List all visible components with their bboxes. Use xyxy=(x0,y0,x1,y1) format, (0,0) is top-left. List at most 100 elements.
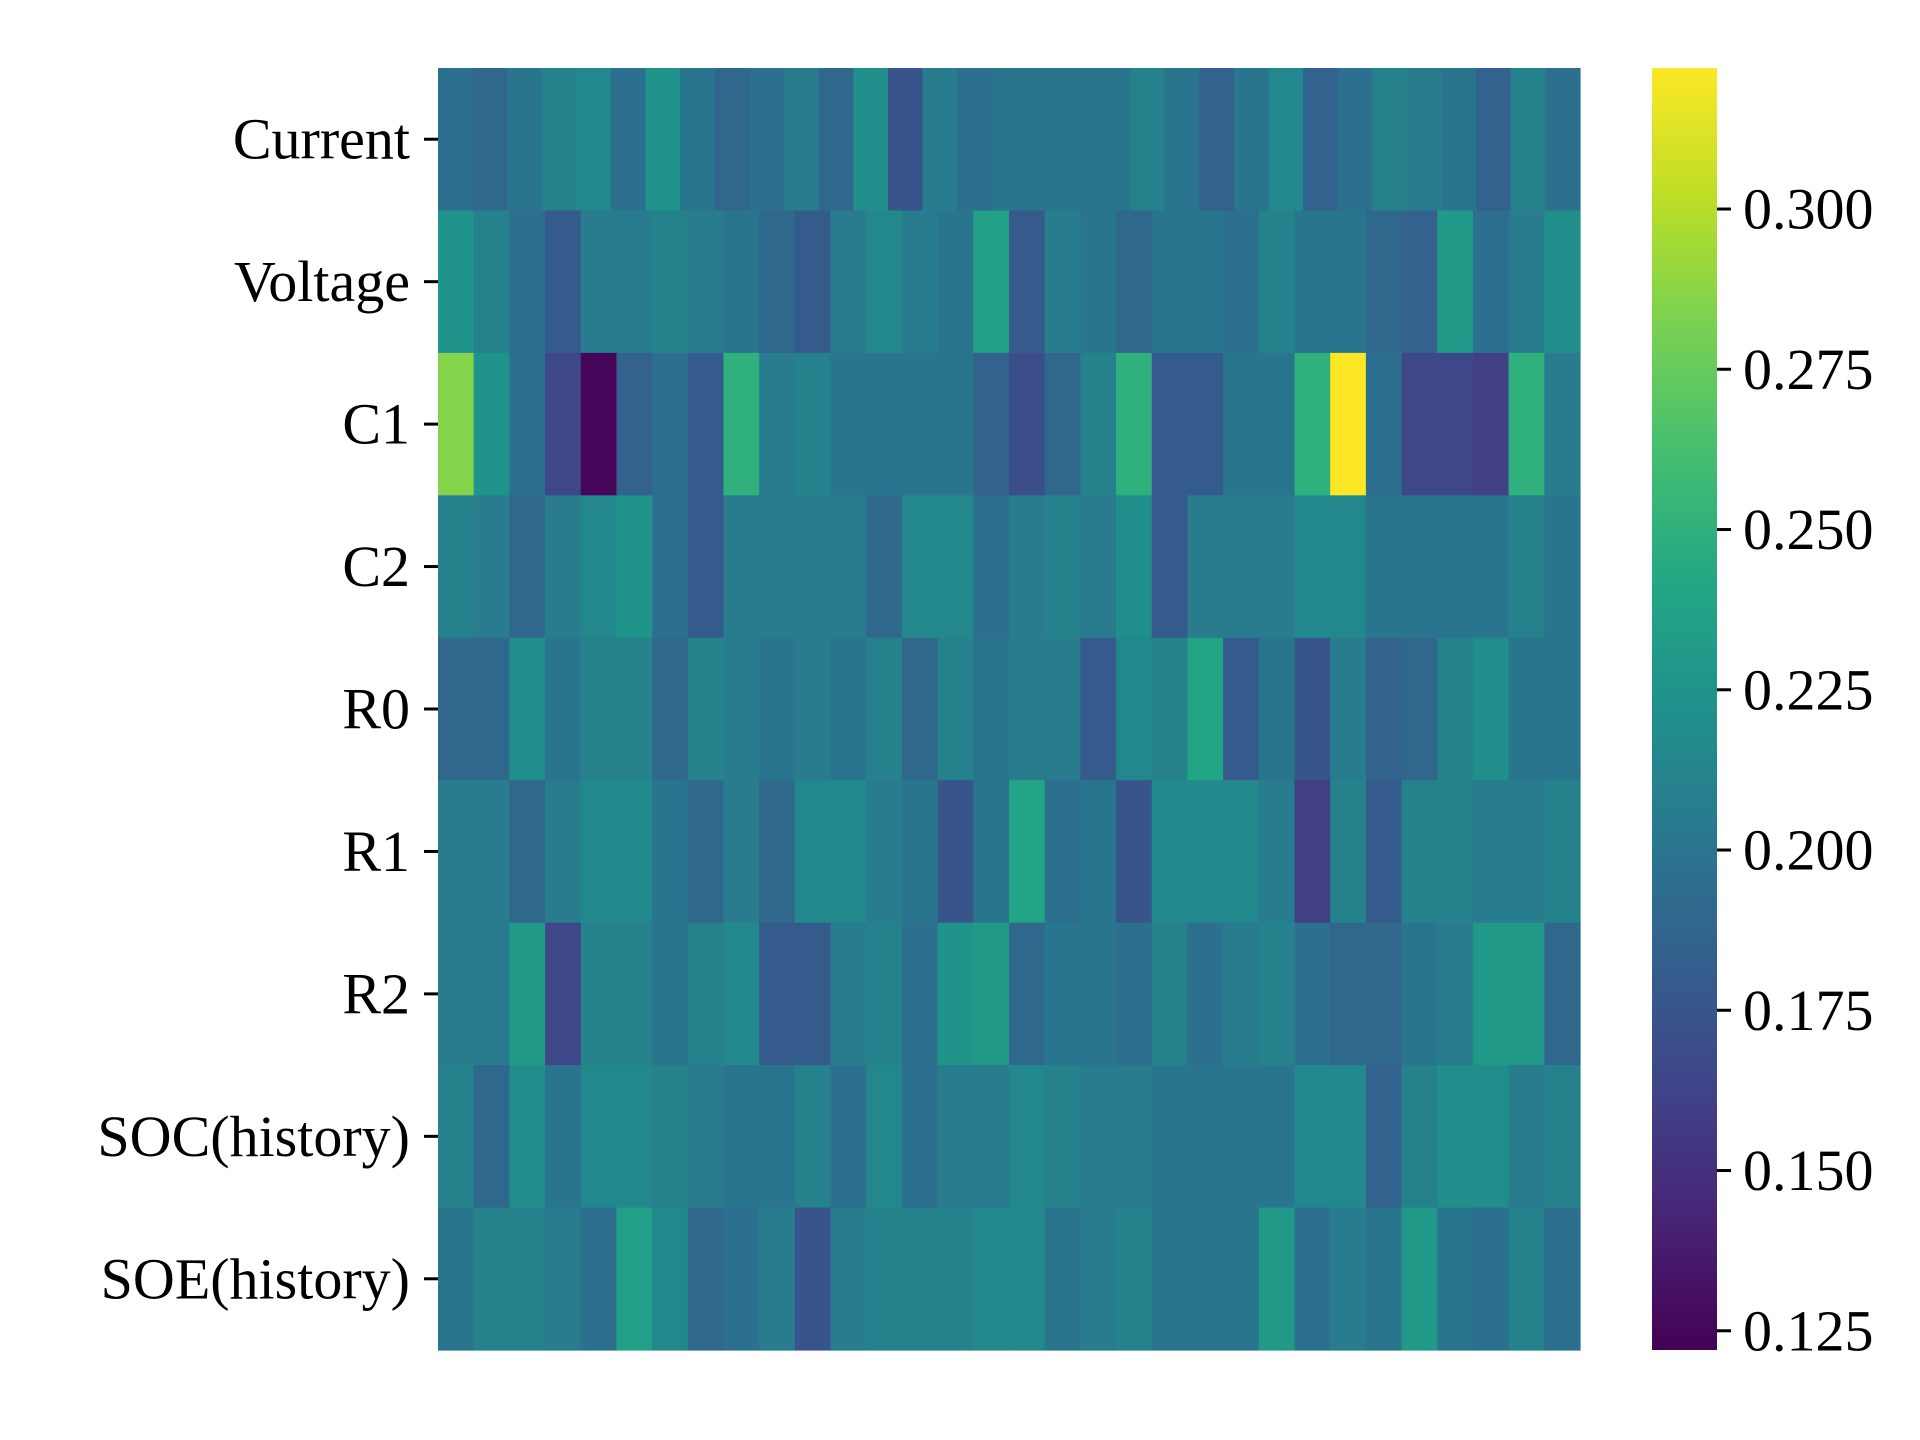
heatmap-cell xyxy=(687,780,725,924)
heatmap-cell xyxy=(687,1207,725,1351)
heatmap-cell xyxy=(759,1065,796,1209)
heatmap-cell xyxy=(1294,1207,1331,1351)
colorbar-tick-label: 0.150 xyxy=(1743,1138,1874,1203)
y-tick-label: R2 xyxy=(342,961,410,1026)
heatmap-cell xyxy=(616,210,653,354)
heatmap-cell xyxy=(1009,1065,1046,1209)
heatmap-cell xyxy=(830,922,867,1066)
heatmap-cell xyxy=(1258,210,1296,354)
heatmap-cell xyxy=(1401,1207,1438,1351)
heatmap-cell xyxy=(1330,922,1367,1066)
heatmap-cell xyxy=(438,1065,475,1209)
heatmap-cell xyxy=(687,495,725,639)
heatmap-cell xyxy=(1258,495,1296,639)
heatmap-cell xyxy=(1116,922,1153,1066)
colorbar-tick-label: 0.275 xyxy=(1743,337,1874,402)
heatmap-cell xyxy=(1401,352,1438,496)
heatmap-cell xyxy=(680,68,716,212)
heatmap-cell xyxy=(1233,68,1270,212)
heatmap-cell xyxy=(1437,210,1474,354)
heatmap-cell xyxy=(580,922,618,1066)
heatmap-cell xyxy=(830,780,867,924)
heatmap-cell xyxy=(901,210,939,354)
heatmap-cell xyxy=(759,922,796,1066)
heatmap-cell xyxy=(973,637,1010,781)
heatmap-cell xyxy=(1365,352,1403,496)
heatmap-cell xyxy=(759,1207,796,1351)
heatmap-cell xyxy=(723,495,760,639)
heatmap-cell xyxy=(794,1065,832,1209)
heatmap-cell xyxy=(473,210,510,354)
heatmap-cell xyxy=(1294,780,1331,924)
heatmap-cell xyxy=(723,1065,760,1209)
heatmap-cell xyxy=(1044,352,1081,496)
heatmap-cell xyxy=(1365,1207,1403,1351)
heatmap-cell xyxy=(545,1207,582,1351)
heatmap-cell xyxy=(1365,1065,1403,1209)
heatmap-cell xyxy=(1151,922,1189,1066)
heatmap-cell xyxy=(580,1065,618,1209)
heatmap-cell xyxy=(1223,780,1260,924)
heatmap-cell xyxy=(611,68,647,212)
colorbar-tick-label: 0.225 xyxy=(1743,657,1874,722)
heatmap-cell xyxy=(652,352,689,496)
heatmap-cell xyxy=(1223,495,1260,639)
heatmap-cell xyxy=(1044,495,1081,639)
heatmap-cell xyxy=(652,922,689,1066)
heatmap-cell xyxy=(687,352,725,496)
heatmap-cell xyxy=(991,68,1027,212)
heatmap-cell xyxy=(1330,210,1367,354)
heatmap-cell xyxy=(1080,1207,1117,1351)
heatmap-cell xyxy=(1187,1207,1224,1351)
colorbar-ticks: 0.300 0.275 0.250 0.225 0.200 0.175 0.150 0.125 xyxy=(1717,177,1874,1363)
heatmap-cell xyxy=(901,352,939,496)
colorbar-tick-label: 0.250 xyxy=(1743,497,1874,562)
heatmap-cell xyxy=(1476,68,1512,212)
heatmap-cell xyxy=(830,210,867,354)
heatmap-cell xyxy=(1508,780,1545,924)
heatmap-cell xyxy=(509,495,546,639)
heatmap-cell xyxy=(1258,922,1296,1066)
heatmap-cell xyxy=(1544,1207,1581,1351)
heatmap-cell xyxy=(545,210,582,354)
heatmap-cell xyxy=(901,1065,939,1209)
heatmap-cell xyxy=(759,495,796,639)
heatmap-cell xyxy=(1187,780,1224,924)
heatmap-cell xyxy=(1151,352,1189,496)
heatmap-cell xyxy=(901,922,939,1066)
heatmap-cell xyxy=(545,922,582,1066)
heatmap-cell xyxy=(1151,1065,1189,1209)
heatmap-cell xyxy=(794,210,832,354)
heatmap-cell xyxy=(714,68,751,212)
heatmap-cell xyxy=(1365,637,1403,781)
heatmap-cell xyxy=(723,637,760,781)
heatmap-cell xyxy=(1044,210,1081,354)
heatmap-cell xyxy=(1437,780,1474,924)
y-tick-label: C1 xyxy=(342,392,410,457)
heatmap-cell xyxy=(545,352,582,496)
heatmap-cell xyxy=(1545,68,1581,212)
heatmap-cell xyxy=(652,1065,689,1209)
y-tick-label: Voltage xyxy=(234,249,410,314)
heatmap-cell xyxy=(1116,495,1153,639)
heatmap-cell xyxy=(1151,1207,1189,1351)
heatmap-cell xyxy=(438,68,474,212)
heatmap-cell xyxy=(1401,922,1438,1066)
heatmap-cell xyxy=(887,68,924,212)
heatmap-cell xyxy=(545,495,582,639)
heatmap-cell xyxy=(1508,637,1545,781)
heatmap-cell xyxy=(866,210,903,354)
heatmap-cell xyxy=(616,780,653,924)
heatmap-cell xyxy=(1151,637,1189,781)
heatmap-cell xyxy=(1009,922,1046,1066)
heatmap-cell xyxy=(759,210,796,354)
heatmap-cell xyxy=(1223,1065,1260,1209)
heatmap-cell xyxy=(973,780,1010,924)
y-tick-label: SOE(history) xyxy=(101,1246,410,1311)
heatmap-cell xyxy=(794,780,832,924)
heatmap-cell xyxy=(1044,637,1081,781)
heatmap-cell xyxy=(1337,68,1373,212)
heatmap-cell xyxy=(937,1065,974,1209)
heatmap-cell xyxy=(1044,780,1081,924)
